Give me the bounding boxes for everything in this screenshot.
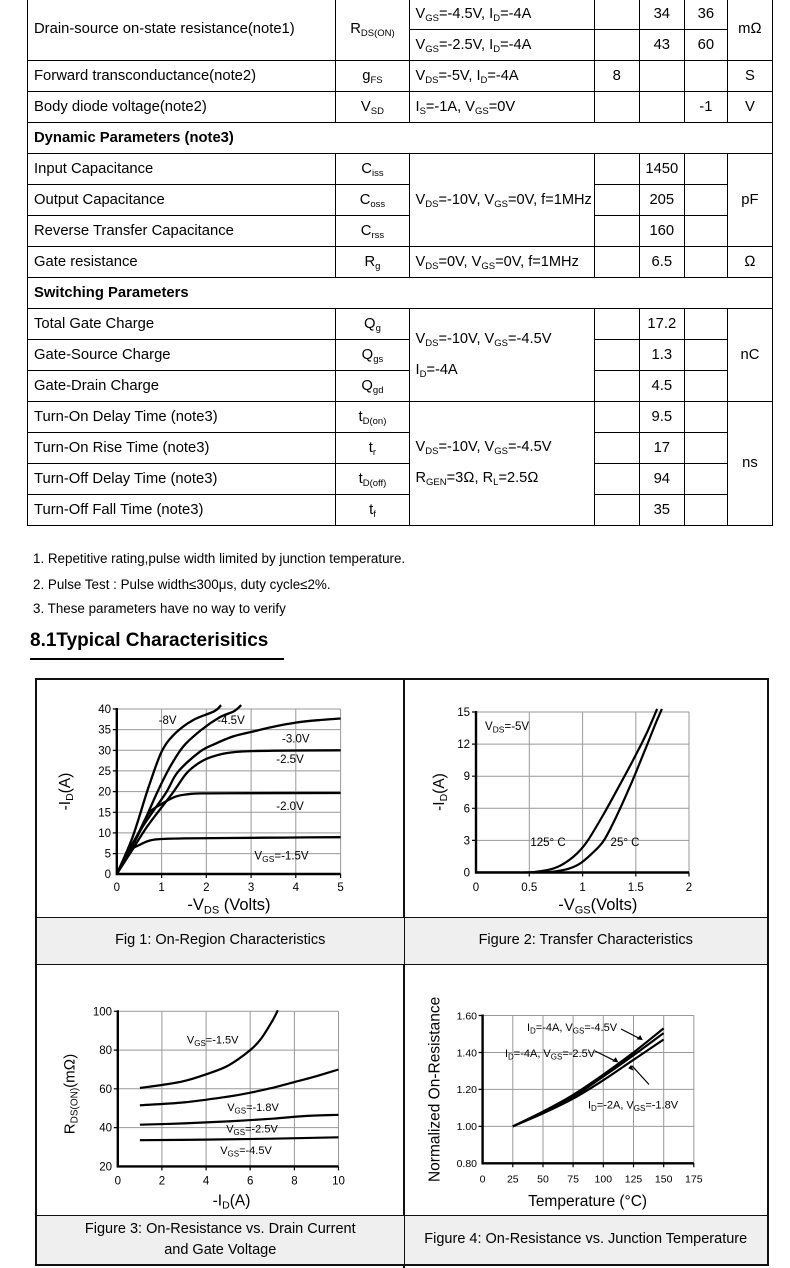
svg-text:25° C: 25° C bbox=[611, 837, 640, 849]
svg-text:0: 0 bbox=[464, 868, 470, 880]
svg-text:0: 0 bbox=[473, 882, 479, 894]
svg-text:ID=-2A, VGS=-1.8V: ID=-2A, VGS=-1.8V bbox=[588, 1100, 679, 1114]
svg-text:VGS=-2.5V: VGS=-2.5V bbox=[226, 1124, 278, 1138]
svg-text:VGS=-1.8V: VGS=-1.8V bbox=[227, 1102, 279, 1116]
svg-text:25: 25 bbox=[98, 766, 111, 778]
svg-text:ID=-4A, VGS=-2.5V: ID=-4A, VGS=-2.5V bbox=[505, 1048, 596, 1062]
svg-text:0: 0 bbox=[480, 1174, 486, 1186]
svg-text:VGS=-1.5V: VGS=-1.5V bbox=[187, 1035, 239, 1049]
svg-text:-VDS (Volts): -VDS (Volts) bbox=[187, 896, 270, 917]
svg-text:35: 35 bbox=[98, 725, 111, 737]
svg-text:VDS=-5V: VDS=-5V bbox=[485, 721, 529, 735]
svg-text:5: 5 bbox=[337, 882, 343, 894]
svg-text:1: 1 bbox=[158, 882, 164, 894]
svg-text:50: 50 bbox=[537, 1174, 549, 1186]
svg-text:10: 10 bbox=[332, 1176, 345, 1188]
svg-text:1.00: 1.00 bbox=[457, 1121, 478, 1133]
svg-text:VGS=-1.5V: VGS=-1.5V bbox=[254, 851, 308, 865]
svg-text:8: 8 bbox=[291, 1176, 297, 1188]
svg-text:15: 15 bbox=[98, 807, 111, 819]
svg-text:1: 1 bbox=[579, 882, 585, 894]
svg-text:0.80: 0.80 bbox=[457, 1158, 478, 1170]
svg-text:-ID(A): -ID(A) bbox=[431, 773, 450, 811]
svg-text:3: 3 bbox=[248, 882, 254, 894]
svg-text:2: 2 bbox=[203, 882, 209, 894]
svg-text:Normalized On-Resistance: Normalized On-Resistance bbox=[427, 997, 444, 1182]
svg-text:4: 4 bbox=[203, 1176, 210, 1188]
svg-text:25: 25 bbox=[507, 1174, 519, 1186]
svg-text:6: 6 bbox=[464, 803, 470, 815]
svg-text:-ID(A): -ID(A) bbox=[213, 1193, 251, 1212]
svg-text:-VGS(Volts): -VGS(Volts) bbox=[558, 896, 637, 917]
svg-text:125: 125 bbox=[625, 1174, 643, 1186]
svg-text:VGS=-4.5V: VGS=-4.5V bbox=[220, 1145, 272, 1159]
svg-text:40: 40 bbox=[98, 704, 111, 716]
svg-text:-8V: -8V bbox=[159, 715, 177, 727]
svg-text:100: 100 bbox=[595, 1174, 613, 1186]
svg-text:-3.0V: -3.0V bbox=[282, 734, 310, 746]
svg-text:80: 80 bbox=[99, 1045, 112, 1057]
svg-text:9: 9 bbox=[464, 771, 470, 783]
svg-text:1.40: 1.40 bbox=[457, 1047, 478, 1059]
svg-text:175: 175 bbox=[685, 1174, 703, 1186]
svg-text:1.60: 1.60 bbox=[457, 1010, 478, 1022]
svg-text:30: 30 bbox=[98, 745, 111, 757]
svg-text:-2.5V: -2.5V bbox=[276, 754, 304, 766]
svg-text:150: 150 bbox=[655, 1174, 673, 1186]
svg-text:12: 12 bbox=[457, 739, 470, 751]
svg-text:-4.5V: -4.5V bbox=[217, 715, 245, 727]
svg-text:0: 0 bbox=[105, 869, 111, 881]
svg-text:2: 2 bbox=[159, 1176, 165, 1188]
svg-text:4: 4 bbox=[293, 882, 300, 894]
svg-text:10: 10 bbox=[98, 828, 111, 840]
svg-text:0.5: 0.5 bbox=[521, 882, 537, 894]
svg-text:-ID(A): -ID(A) bbox=[57, 773, 76, 811]
svg-text:6: 6 bbox=[247, 1176, 253, 1188]
svg-text:15: 15 bbox=[457, 707, 470, 719]
svg-text:60: 60 bbox=[99, 1084, 112, 1096]
svg-text:5: 5 bbox=[105, 849, 111, 861]
svg-text:40: 40 bbox=[99, 1123, 112, 1135]
svg-text:125° C: 125° C bbox=[530, 837, 565, 849]
svg-text:75: 75 bbox=[567, 1174, 579, 1186]
svg-text:0: 0 bbox=[115, 1176, 121, 1188]
svg-text:-2.0V: -2.0V bbox=[276, 801, 304, 813]
svg-text:1.20: 1.20 bbox=[457, 1084, 478, 1096]
svg-text:1.5: 1.5 bbox=[628, 882, 644, 894]
svg-text:0: 0 bbox=[114, 882, 120, 894]
svg-text:100: 100 bbox=[93, 1006, 112, 1018]
svg-text:3: 3 bbox=[464, 835, 470, 847]
svg-text:ID=-4A, VGS=-4.5V: ID=-4A, VGS=-4.5V bbox=[527, 1022, 618, 1036]
svg-text:RDS(ON)(mΩ): RDS(ON)(mΩ) bbox=[62, 1054, 81, 1134]
svg-text:Temperature (°C): Temperature (°C) bbox=[528, 1193, 647, 1210]
svg-text:2: 2 bbox=[686, 882, 692, 894]
svg-text:20: 20 bbox=[99, 1161, 112, 1173]
svg-text:20: 20 bbox=[98, 787, 111, 799]
